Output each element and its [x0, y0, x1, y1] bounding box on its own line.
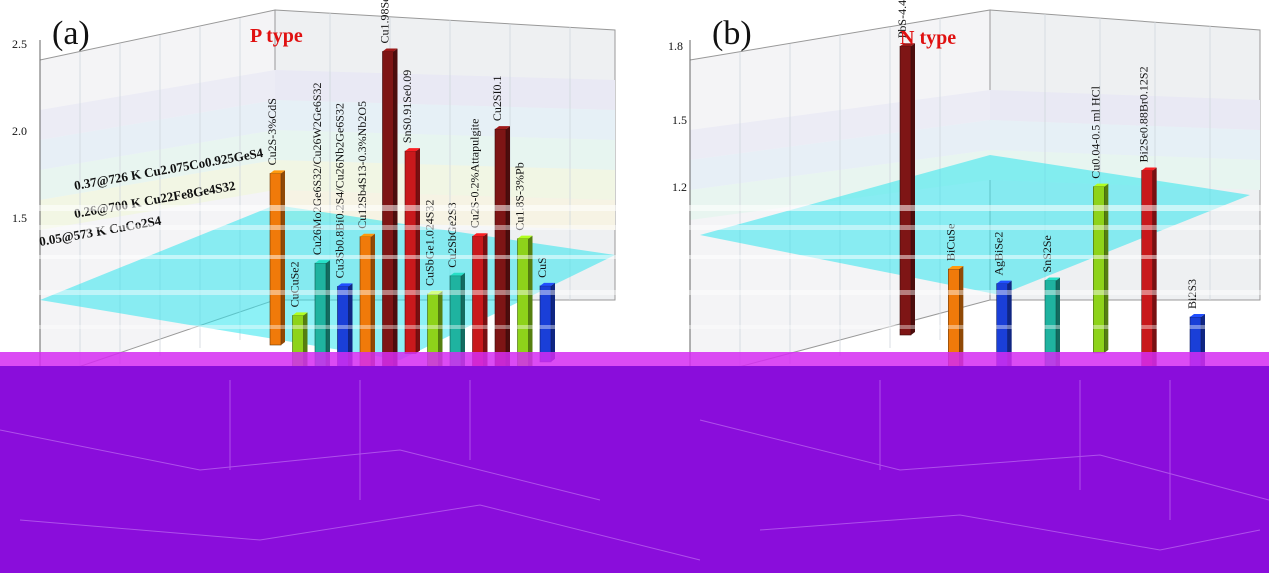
bar-top	[450, 272, 465, 276]
bar-label-1-6: Bi2S3	[1185, 279, 1199, 309]
bar-label-0-2: Cu26Mo2Ge6S32/Cu26W2Ge6S32	[310, 82, 324, 255]
bar-1-1: BiCuSe	[943, 224, 964, 372]
bar-label-0-11: Cu1.8S-3%Pb	[513, 162, 527, 230]
bar-label-0-1: CuCuSe2	[288, 261, 302, 307]
bar-side	[1104, 183, 1109, 353]
bar-side	[416, 148, 420, 354]
bar-top	[900, 43, 915, 47]
bar-top	[337, 283, 353, 287]
purple-overlay	[0, 366, 1269, 573]
bar-label-0-3: Cu3Sb0.8Bi0.2S4/Cu26Nb2Ge6S32	[333, 103, 347, 278]
bar-label-0-4: Cu12Sb4S13-0.3%Nb2O5	[355, 101, 369, 229]
bar-top	[427, 290, 443, 294]
bar-top	[540, 282, 555, 286]
panel-a-label: (a)	[52, 15, 90, 52]
bar-label-0-10: Cu2SI0.1	[490, 75, 504, 121]
bar-label-0-6: SnS0.91Se0.09	[400, 70, 414, 143]
bar-label-0-7: CuSbGe1.024S32	[423, 200, 437, 286]
panel-b-label: (b)	[712, 15, 752, 52]
bar-front	[269, 173, 282, 346]
bar-side	[911, 43, 915, 335]
bar-side	[959, 266, 964, 371]
bar-0-11: Cu1.8S-3%Pb	[513, 162, 533, 380]
panel-a-title: P type	[250, 25, 303, 47]
bar-top	[1093, 183, 1109, 187]
bar-top	[315, 260, 330, 264]
bar-top	[472, 233, 488, 237]
panel-a-tick-1: 2.0	[12, 124, 27, 138]
bar-top	[360, 233, 375, 237]
bar-label-1-0: PbS-4.4%Ag	[895, 0, 909, 38]
bar-front	[404, 150, 417, 354]
bar-side	[551, 282, 555, 362]
bar-side	[528, 235, 533, 379]
bar-label-1-3: SnS2Se	[1040, 235, 1054, 272]
glitch-overlay	[0, 205, 1269, 573]
threshold-plane-1	[700, 155, 1250, 295]
bar-side	[371, 233, 375, 388]
bar-label-1-4: Cu0.04-0.5 ml HCl	[1088, 85, 1102, 178]
bar-top	[1141, 167, 1157, 171]
bar-label-0-5: Cu1.98Se0.5S0.5	[378, 0, 392, 44]
panel-b-tick-1: 1.5	[672, 113, 687, 127]
magenta-band	[0, 352, 1269, 368]
bar-top	[405, 148, 420, 152]
bar-front	[539, 285, 552, 363]
bar-top	[270, 170, 285, 174]
bar-top	[948, 266, 964, 270]
bar-0-6: SnS0.91Se0.09	[400, 70, 420, 354]
bar-label-1-1: BiCuSe	[943, 224, 957, 261]
bar-top	[382, 48, 398, 52]
bar-label-0-8: Cu2SbGe2S3	[445, 202, 459, 267]
bar-top	[517, 235, 533, 239]
bar-side	[1152, 167, 1157, 389]
bar-top	[292, 312, 308, 316]
bar-1-4: Cu0.04-0.5 ml HCl	[1088, 85, 1109, 354]
bar-label-0-0: Cu2S-3%CdS	[265, 98, 279, 165]
panel-a-tick-2: 1.5	[12, 211, 27, 225]
panel-b-tick-0: 1.8	[668, 39, 683, 53]
bar-label-0-12: CuS	[535, 257, 549, 278]
bar-top	[495, 126, 510, 130]
bar-0-12: CuS	[535, 257, 555, 363]
bar-top	[1045, 277, 1060, 281]
bar-label-1-5: Bi2Se0.88Br0.12S2	[1137, 66, 1151, 162]
panel-b-tick-2: 1.2	[672, 180, 687, 194]
bar-side	[506, 126, 510, 396]
bar-label-1-2: AgBiSe2	[992, 232, 1006, 276]
bar-label-0-9: Cu2S-0.2%Attapulgite	[468, 119, 482, 229]
panel-a-tick-0: 2.5	[12, 37, 27, 51]
bar-1-0: PbS-4.4%Ag	[895, 0, 915, 336]
bar-top	[996, 280, 1012, 284]
panel-b-title: N type	[900, 27, 956, 49]
bar-top	[1190, 313, 1205, 317]
